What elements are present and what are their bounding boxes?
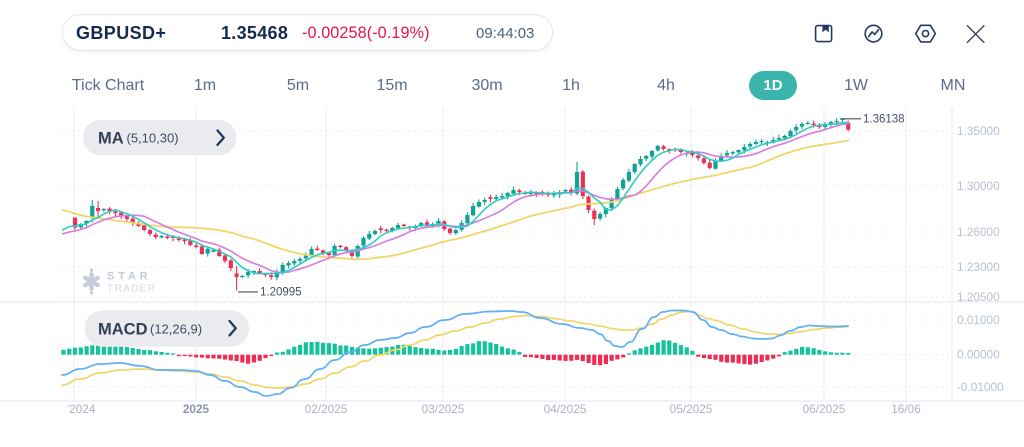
svg-text:-0.01000: -0.01000 [957, 380, 1004, 394]
svg-text:MACD: MACD [98, 321, 148, 339]
svg-text:1.20995: 1.20995 [260, 287, 302, 299]
svg-text:MA: MA [98, 130, 124, 148]
svg-text:1.26000: 1.26000 [957, 225, 1000, 239]
svg-text:TRADER: TRADER [107, 284, 156, 295]
svg-text:2025: 2025 [183, 402, 210, 416]
svg-text:1.30000: 1.30000 [957, 179, 1000, 193]
svg-text:16/06: 16/06 [891, 402, 921, 416]
svg-text:1.35000: 1.35000 [957, 124, 1000, 138]
svg-text:04/2025: 04/2025 [544, 402, 587, 416]
svg-text:(12,26,9): (12,26,9) [150, 322, 202, 337]
svg-text:06/2025: 06/2025 [803, 402, 846, 416]
svg-text:STAR: STAR [107, 271, 152, 283]
svg-text:1.20500: 1.20500 [957, 290, 1000, 304]
svg-text:1.23000: 1.23000 [957, 260, 1000, 274]
svg-text:05/2025: 05/2025 [670, 402, 713, 416]
svg-text:0.01000: 0.01000 [957, 313, 1000, 327]
svg-text:1.36138: 1.36138 [863, 114, 905, 126]
svg-text:03/2025: 03/2025 [422, 402, 465, 416]
svg-text:0.00000: 0.00000 [957, 348, 1000, 362]
svg-text:12/2024: 12/2024 [53, 402, 96, 416]
svg-text:(5,10,30): (5,10,30) [127, 131, 179, 146]
svg-text:02/2025: 02/2025 [305, 402, 348, 416]
